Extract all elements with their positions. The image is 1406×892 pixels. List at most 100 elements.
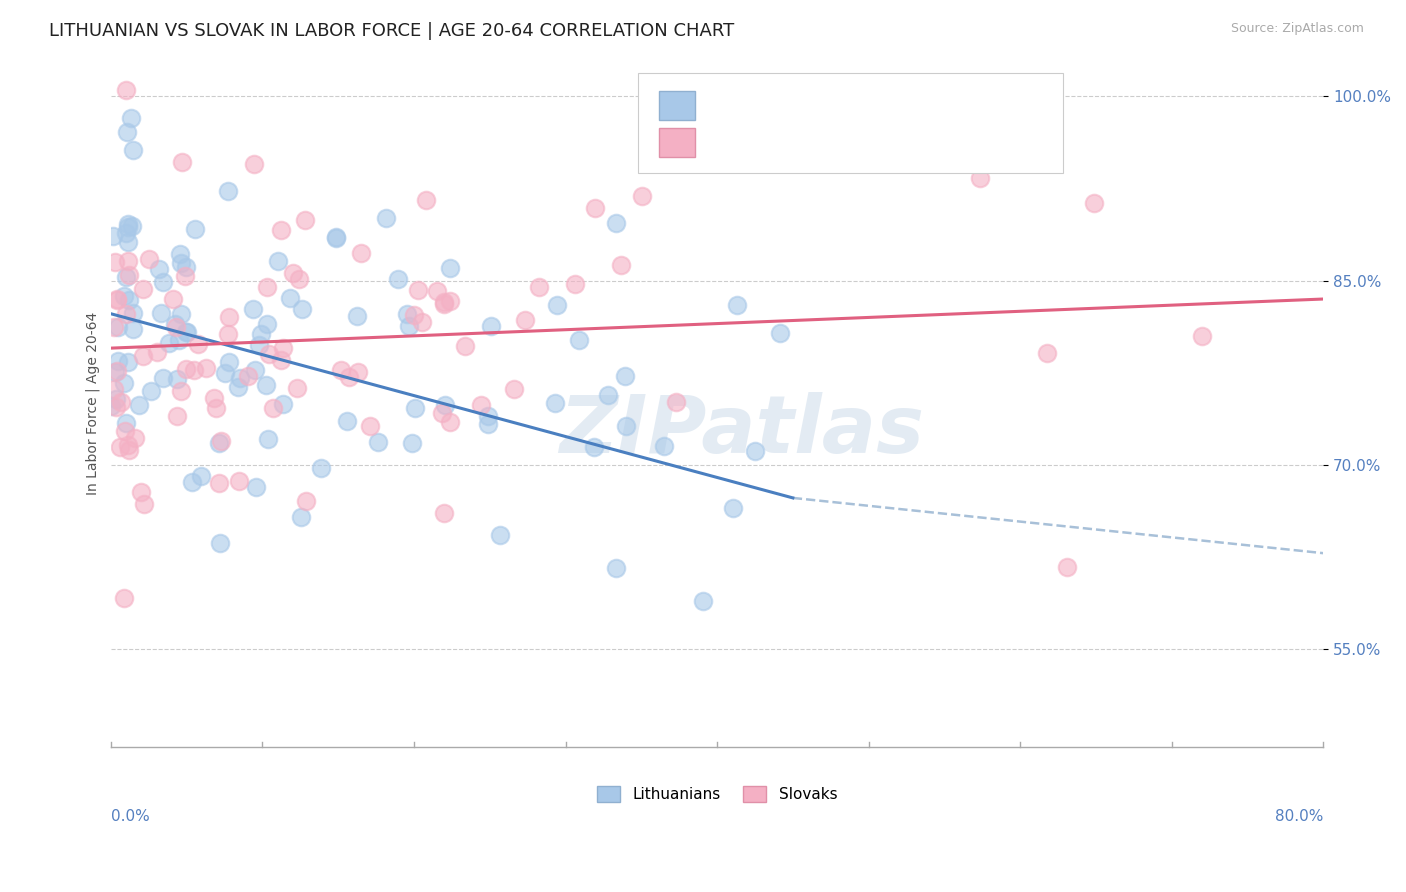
Point [439, 261, 461, 276]
Point [208, 435, 231, 450]
Point [104, 392, 127, 407]
Point [124, 431, 146, 445]
Point [217, 184, 239, 198]
Point [107, 320, 129, 334]
Point [174, 260, 197, 274]
Point [170, 307, 193, 321]
Point [165, 319, 187, 334]
Point [103, 382, 125, 396]
Point [128, 398, 150, 412]
Point [117, 126, 139, 140]
Point [115, 307, 138, 321]
Point [243, 363, 266, 377]
Point [103, 319, 125, 334]
Point [166, 409, 188, 424]
Point [406, 283, 429, 297]
Point [426, 284, 449, 298]
Point [564, 277, 586, 291]
Point [415, 194, 437, 208]
Point [169, 247, 191, 261]
Point [170, 384, 193, 398]
Point [477, 409, 499, 424]
Point [148, 262, 170, 277]
Point [433, 297, 456, 311]
Point [325, 231, 347, 245]
Text: LITHUANIAN VS SLOVAK IN LABOR FORCE | AGE 20-64 CORRELATION CHART: LITHUANIAN VS SLOVAK IN LABOR FORCE | AG… [49, 22, 734, 40]
Point [117, 235, 139, 249]
Point [605, 561, 627, 575]
Point [346, 310, 368, 324]
Point [245, 480, 267, 494]
Point [118, 443, 141, 458]
Point [744, 444, 766, 458]
Point [105, 292, 128, 306]
Point [477, 417, 499, 432]
Point [139, 384, 162, 398]
Point [236, 369, 259, 384]
Point [208, 476, 231, 491]
Point [117, 254, 139, 268]
Point [166, 372, 188, 386]
Point [250, 326, 273, 341]
Point [214, 366, 236, 380]
Point [1083, 195, 1105, 210]
Point [433, 507, 456, 521]
Point [262, 401, 284, 415]
Point [433, 295, 456, 310]
FancyBboxPatch shape [638, 73, 1063, 173]
Point [605, 216, 627, 230]
Point [387, 272, 409, 286]
Point [404, 308, 426, 322]
Point [337, 370, 360, 384]
Text: R = -0.155    N = 94: R = -0.155 N = 94 [707, 96, 890, 115]
Point [226, 380, 249, 394]
Point [270, 223, 292, 237]
Point [118, 293, 141, 307]
Point [281, 266, 304, 280]
Point [544, 396, 567, 410]
Point [121, 321, 143, 335]
Point [1035, 346, 1057, 360]
Point [291, 302, 314, 317]
Bar [659, 128, 696, 156]
Point [112, 591, 135, 605]
Point [290, 510, 312, 524]
Point [105, 364, 128, 378]
Point [152, 371, 174, 385]
Point [138, 252, 160, 267]
Point [631, 189, 654, 203]
Point [117, 354, 139, 368]
Point [120, 111, 142, 125]
Point [132, 282, 155, 296]
Point [146, 345, 169, 359]
Point [190, 468, 212, 483]
Point [183, 363, 205, 377]
Point [132, 349, 155, 363]
Point [336, 414, 359, 428]
Point [723, 501, 745, 516]
Point [404, 401, 426, 415]
Point [278, 291, 301, 305]
Point [217, 326, 239, 341]
Point [692, 593, 714, 607]
Point [439, 416, 461, 430]
Point [254, 378, 277, 392]
Text: 80.0%: 80.0% [1275, 808, 1323, 823]
Point [411, 315, 433, 329]
Point [218, 355, 240, 369]
Text: Source: ZipAtlas.com: Source: ZipAtlas.com [1230, 22, 1364, 36]
Point [169, 256, 191, 270]
Point [112, 376, 135, 391]
Point [614, 419, 637, 434]
Point [325, 229, 347, 244]
Point [375, 211, 398, 225]
Point [103, 228, 125, 243]
Point [546, 298, 568, 312]
Point [117, 219, 139, 234]
Point [100, 399, 122, 413]
Point [114, 424, 136, 438]
Point [174, 361, 197, 376]
Point [163, 317, 186, 331]
Text: R = 0.056    N = 85: R = 0.056 N = 85 [707, 133, 883, 151]
Point [249, 337, 271, 351]
